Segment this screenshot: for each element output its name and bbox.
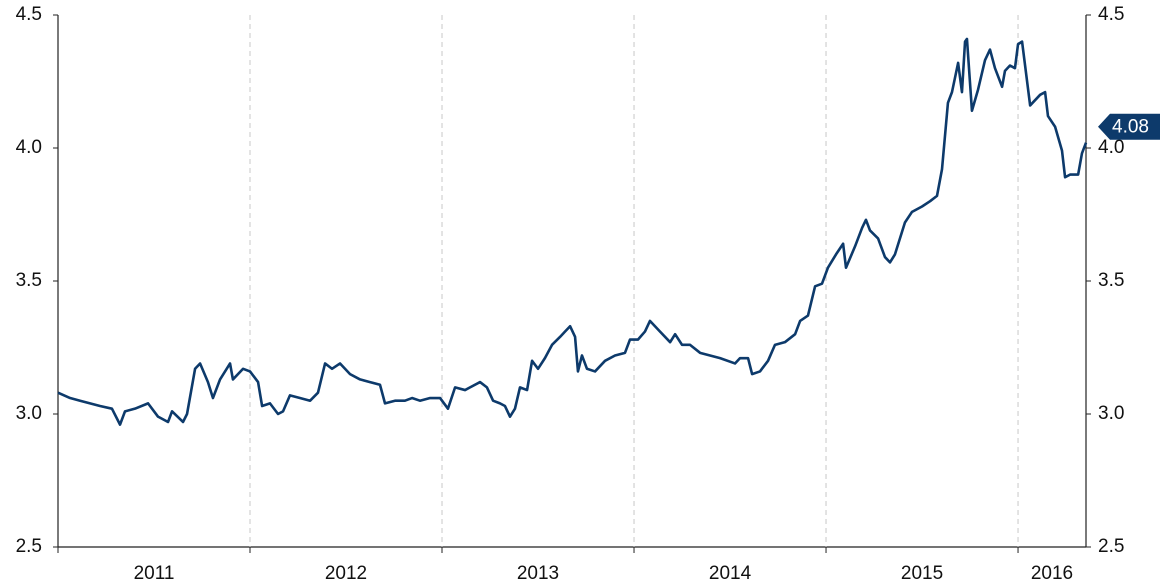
x-tick-label: 2015 — [901, 563, 943, 584]
y-tick-label: 4.0 — [16, 137, 42, 158]
x-tick-label: 2014 — [709, 563, 752, 584]
y2-tick-label: 4.5 — [1098, 4, 1124, 25]
y-tick-label: 2.5 — [16, 536, 42, 557]
data-line — [57, 37, 1088, 426]
y-tick-label: 3.5 — [16, 270, 42, 291]
x-tick-label: 2013 — [517, 563, 559, 584]
y2-tick-label: 2.5 — [1098, 536, 1124, 557]
y-tick-label: 3.0 — [16, 403, 42, 424]
x-tick-label: 2016 — [1031, 563, 1073, 584]
callout-marker — [1098, 113, 1160, 140]
y2-tick-label: 4.0 — [1098, 137, 1124, 158]
y2-tick-label: 3.5 — [1098, 270, 1124, 291]
y-tick-label: 4.5 — [16, 4, 42, 25]
x-tick-label: 2011 — [134, 563, 175, 584]
callout-label: 4.08 — [1112, 117, 1149, 138]
x-tick-label: 2012 — [325, 563, 367, 584]
y2-tick-label: 3.0 — [1098, 403, 1124, 424]
